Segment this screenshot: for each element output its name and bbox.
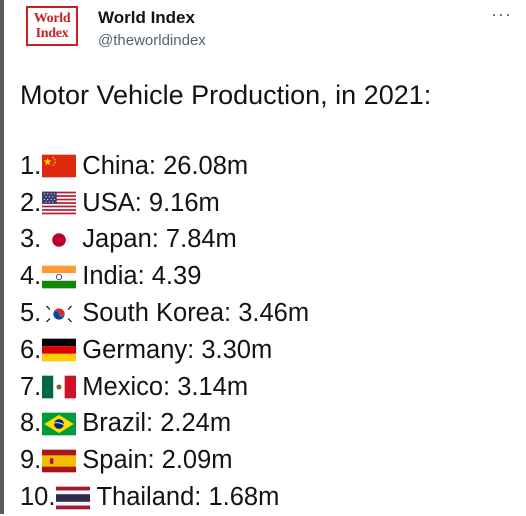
list-item: 6. Germany: 3.30m — [20, 332, 520, 369]
list-item: 9. Spain: 2.09m — [20, 442, 520, 479]
japan-flag-icon — [42, 228, 77, 252]
window-edge — [0, 0, 4, 514]
list-item: 8. Brazil: 2.24m — [20, 406, 520, 443]
country-value: India: 4.39 — [82, 262, 202, 291]
south-korea-flag-icon — [42, 302, 77, 326]
country-value: South Korea: 3.46m — [82, 299, 310, 328]
ranking-list: 1. China: 26.08m 2. USA: 9.16m 3. Japan: 7.84… — [20, 148, 520, 516]
tweet-title: Motor Vehicle Production, in 2021: — [20, 80, 432, 110]
account-name[interactable]: World Index — [98, 8, 195, 27]
tweet-header: World Index World Index @theworldindex ·… — [26, 4, 516, 52]
mexico-flag-icon — [42, 375, 77, 399]
india-flag-icon — [42, 265, 77, 289]
country-value: Brazil: 2.24m — [82, 409, 232, 438]
avatar-logo-line-2: Index — [35, 26, 69, 41]
list-item: 5. South Korea: 3.46m — [20, 295, 520, 332]
avatar[interactable]: World Index — [26, 6, 78, 46]
list-item: 10. Thailand: 1.68m — [20, 479, 520, 516]
rank-number: 1. — [20, 151, 42, 180]
account-handle[interactable]: @theworldindex — [98, 32, 206, 49]
rank-number: 2. — [20, 188, 42, 217]
list-item: 2. USA: 9.16m — [20, 185, 520, 222]
country-value: Japan: 7.84m — [82, 225, 237, 254]
rank-number: 9. — [20, 446, 42, 475]
avatar-logo-line-1: World — [33, 11, 71, 26]
rank-number: 4. — [20, 262, 42, 291]
tweet-card: World Index World Index @theworldindex ·… — [4, 0, 526, 514]
list-item: 7. Mexico: 3.14m — [20, 369, 520, 406]
germany-flag-icon — [42, 338, 77, 362]
country-value: USA: 9.16m — [82, 188, 220, 217]
rank-number: 5. — [20, 299, 42, 328]
rank-number: 3. — [20, 225, 42, 254]
list-item: 1. China: 26.08m — [20, 148, 520, 185]
list-item: 3. Japan: 7.84m — [20, 222, 520, 259]
rank-number: 6. — [20, 335, 42, 364]
usa-flag-icon — [42, 191, 77, 215]
country-value: Thailand: 1.68m — [96, 483, 280, 512]
rank-number: 10. — [20, 483, 56, 512]
list-item: 4. India: 4.39 — [20, 258, 520, 295]
rank-number: 8. — [20, 409, 42, 438]
country-value: Spain: 2.09m — [82, 446, 233, 475]
more-options-icon[interactable]: ··· — [491, 4, 512, 24]
thailand-flag-icon — [56, 486, 91, 510]
brazil-flag-icon — [42, 412, 77, 436]
china-flag-icon — [42, 154, 77, 178]
rank-number: 7. — [20, 372, 42, 401]
country-value: Mexico: 3.14m — [82, 372, 249, 401]
country-value: Germany: 3.30m — [82, 335, 273, 364]
country-value: China: 26.08m — [82, 151, 249, 180]
spain-flag-icon — [42, 449, 77, 473]
